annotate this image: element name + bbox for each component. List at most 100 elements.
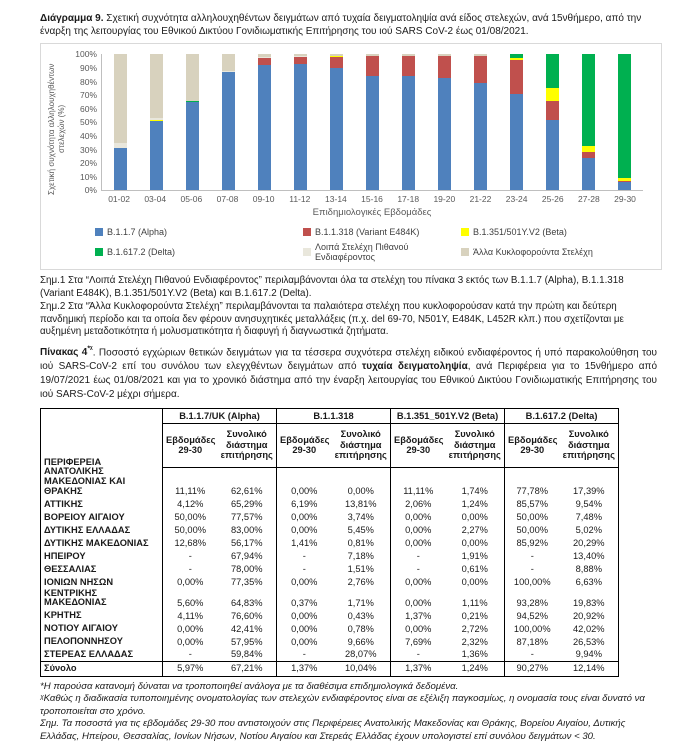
table-row: ΒΟΡΕΙΟΥ ΑΙΓΑΙΟΥ 50,00% 77,57% 0,00% 3,74% 0,0… bbox=[41, 510, 619, 524]
bar-segment bbox=[402, 55, 416, 77]
stacked-bar bbox=[438, 54, 452, 191]
x-tick-label: 25-26 bbox=[541, 194, 564, 205]
bar-segment bbox=[293, 57, 307, 64]
value-cell: 2,06% bbox=[390, 497, 446, 511]
region-cell: ΔΥΤΙΚΗΣ ΕΛΛΑΔΑΣ bbox=[44, 524, 131, 535]
bar-group bbox=[607, 54, 643, 191]
value-cell: - bbox=[390, 562, 446, 576]
value-cell: 7,18% bbox=[347, 551, 374, 562]
bar-segment bbox=[402, 54, 416, 56]
stacked-bar bbox=[365, 54, 379, 191]
value-cell: 17,39% bbox=[573, 486, 605, 497]
y-tick-label: 10% bbox=[79, 171, 97, 182]
stacked-bar bbox=[185, 54, 199, 191]
bar-group bbox=[318, 54, 354, 191]
x-tick-label: 21-22 bbox=[469, 194, 492, 205]
bar-segment bbox=[510, 58, 524, 60]
bar-segment bbox=[582, 54, 596, 146]
legend-swatch-icon bbox=[303, 248, 311, 257]
value-cell: 7,48% bbox=[575, 512, 602, 523]
value-cell: 1,24% bbox=[461, 499, 488, 510]
y-tick-label: 40% bbox=[79, 130, 97, 141]
y-tick-label: 0% bbox=[84, 185, 97, 196]
value-cell: 28,07% bbox=[344, 649, 377, 660]
subheader-total-period: Συνολικό διάστημα επιτήρησης bbox=[331, 423, 391, 468]
value-cell: 9,94% bbox=[575, 649, 602, 660]
stacked-bar bbox=[257, 54, 271, 191]
total-value-cell: 67,21% bbox=[217, 660, 277, 677]
bar-segment bbox=[474, 55, 488, 83]
x-tick-label: 03-04 bbox=[144, 194, 167, 205]
x-tick-label: 19-20 bbox=[433, 194, 456, 205]
total-label-cell: Σύνολο bbox=[40, 660, 163, 677]
x-axis-ticks: 01-02 03-04 05-06 07-08 09-10 11-12 13-14 15-16… bbox=[101, 194, 643, 204]
bar-segment bbox=[582, 152, 596, 158]
bar-segment bbox=[365, 76, 379, 191]
table-total-row: Σύνολο 5,97% 67,21% 1,37% 10,04% 1,37% 1,24% 90… bbox=[40, 660, 619, 677]
x-tick-label: 27-28 bbox=[578, 194, 600, 205]
bar-segment bbox=[221, 70, 235, 73]
value-cell: 8,88% bbox=[575, 564, 602, 575]
bar-group bbox=[138, 54, 174, 191]
value-cell: - bbox=[162, 648, 218, 662]
value-cell: 56,17% bbox=[230, 538, 263, 549]
value-cell: 50,00% bbox=[162, 510, 218, 524]
value-cell: 87,18% bbox=[504, 635, 560, 649]
bar-group bbox=[571, 54, 607, 191]
bar-segment bbox=[618, 180, 632, 183]
bar-segment bbox=[185, 101, 199, 191]
value-cell: - bbox=[162, 549, 218, 563]
bar-segment bbox=[510, 93, 524, 191]
bar-segment bbox=[257, 54, 271, 58]
value-cell: 77,78% bbox=[504, 467, 560, 498]
value-cell: 100,00% bbox=[504, 622, 560, 636]
value-cell: 11,11% bbox=[162, 467, 218, 498]
value-cell: 20,92% bbox=[573, 610, 605, 621]
value-cell: 59,84% bbox=[230, 649, 263, 660]
footnote-sample-size: Σημ. Τα ποσοστά για τις εβδομάδες 29-30 … bbox=[40, 718, 626, 742]
y-tick-label: 100% bbox=[75, 49, 97, 60]
table-title-superscript: *ᵡ bbox=[87, 346, 93, 354]
legend-item: B.1.617.2 (Delta) bbox=[95, 242, 303, 262]
stacked-bar bbox=[474, 54, 488, 191]
region-cell: ΝΟΤΙΟΥ ΑΙΓΑΙΟΥ bbox=[44, 623, 118, 634]
bar-segment bbox=[221, 72, 235, 191]
group-header-b11318: B.1.1.318 bbox=[275, 408, 391, 424]
region-cell: ΑΤΤΙΚΗΣ bbox=[44, 498, 83, 509]
bar-segment bbox=[257, 57, 271, 59]
value-cell: - bbox=[162, 562, 218, 576]
value-cell: 76,60% bbox=[230, 610, 263, 621]
bar-segment bbox=[329, 54, 343, 56]
value-cell: - bbox=[390, 549, 446, 563]
total-value-cell: 12,14% bbox=[559, 660, 619, 677]
stacked-bar bbox=[113, 54, 127, 191]
value-cell: 0,00% bbox=[390, 588, 446, 610]
value-cell: 2,76% bbox=[347, 577, 374, 588]
group-header-delta: B.1.617.2 (Delta) bbox=[504, 408, 619, 424]
value-cell: 0,00% bbox=[276, 467, 332, 498]
bar-segment bbox=[438, 55, 452, 78]
value-cell: 0,00% bbox=[347, 486, 374, 497]
value-cell: 0,21% bbox=[461, 610, 488, 621]
chart-legend: B.1.1.7 (Alpha) B.1.1.318 (Variant E484K)… bbox=[95, 227, 653, 262]
legend-swatch-icon bbox=[95, 228, 103, 237]
y-tick-label: 50% bbox=[79, 117, 97, 128]
table-title: Πίνακας 4*ᵡ. Ποσοστό εγχώριων θετικών δε… bbox=[40, 346, 658, 400]
x-tick-label: 11-12 bbox=[289, 194, 311, 205]
table-row: ΑΤΤΙΚΗΣ 4,12% 65,29% 6,19% 13,81% 2,06% 1,24% 8… bbox=[41, 497, 619, 511]
y-tick-label: 30% bbox=[79, 144, 97, 155]
variant-frequency-chart: Σχετική συχνότητα αλληλουχηθέντων στελεχ… bbox=[40, 43, 662, 271]
value-cell: 0,00% bbox=[390, 536, 446, 550]
value-cell: 93,28% bbox=[504, 588, 560, 610]
bar-segment bbox=[113, 148, 127, 191]
value-cell: 0,00% bbox=[276, 575, 332, 589]
bar-segment bbox=[510, 59, 524, 94]
region-cell: ΔΥΤΙΚΗΣ ΜΑΚΕΔΟΝΙΑΣ bbox=[44, 537, 149, 548]
bar-segment bbox=[546, 54, 560, 89]
legend-swatch-icon bbox=[303, 228, 311, 237]
value-cell: 50,00% bbox=[162, 523, 218, 537]
stacked-bar bbox=[293, 54, 307, 191]
chart-plot-area: Σχετική συχνότητα αλληλουχηθέντων στελεχ… bbox=[47, 49, 653, 218]
bar-group bbox=[427, 54, 463, 191]
total-value-cell: 1,24% bbox=[445, 660, 505, 677]
